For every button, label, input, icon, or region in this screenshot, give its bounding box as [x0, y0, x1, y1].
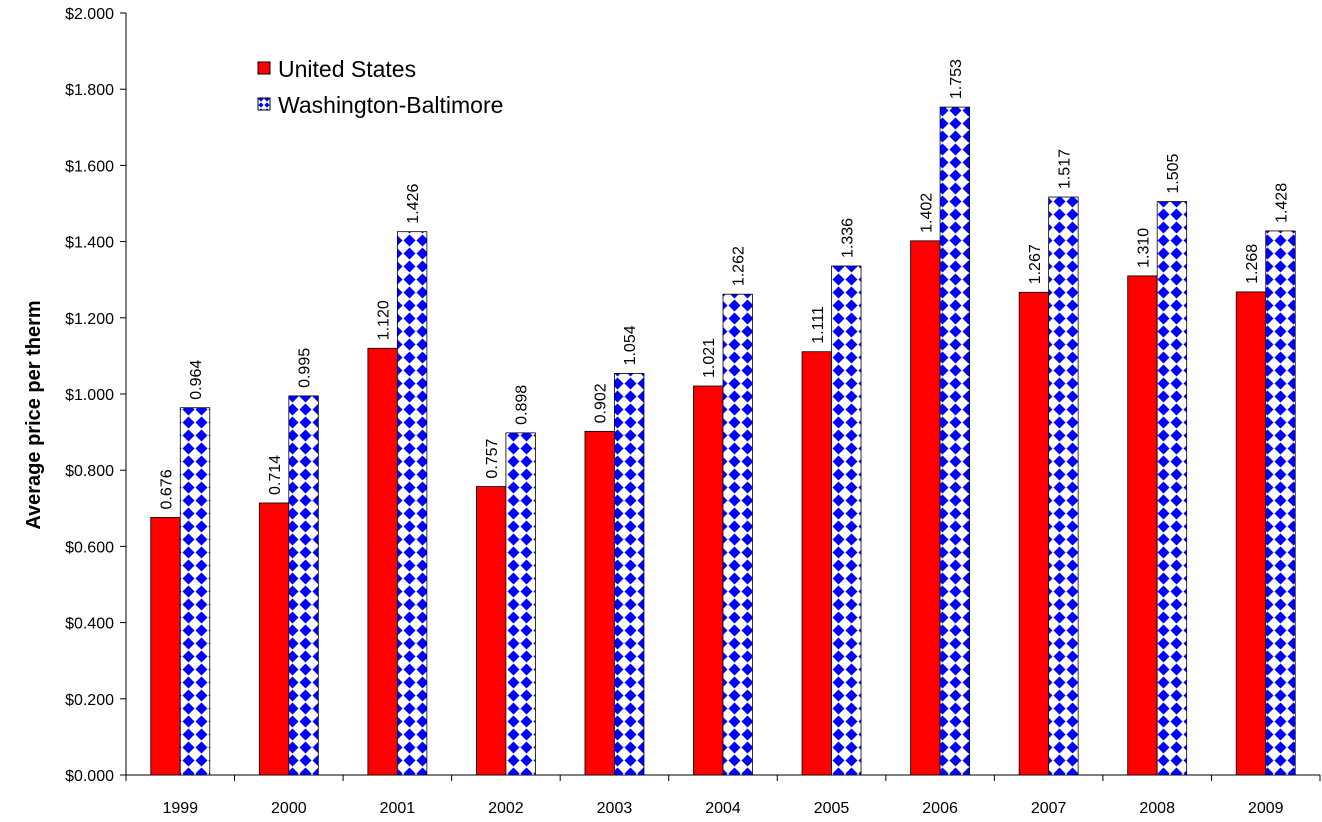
y-tick-label: $0.600 — [65, 539, 114, 556]
bar-united-states-2000 — [258, 502, 290, 776]
y-axis: $0.000 $0.200 $0.400 $0.600 $0.800 $1.000 $1.2… — [65, 6, 127, 785]
y-tick-label: $1.200 — [65, 311, 114, 328]
data-label-washington-baltimore-2007: 1.517 — [1056, 149, 1073, 189]
data-label-united-states-2004: 1.021 — [701, 338, 718, 378]
bar-washington-baltimore-2003 — [614, 373, 645, 776]
y-tick-label: $1.000 — [65, 387, 114, 404]
y-tick-label: $1.800 — [65, 82, 114, 99]
bar-united-states-2003 — [584, 430, 615, 776]
x-tick-label: 2009 — [1248, 800, 1284, 817]
bar-washington-baltimore-1999 — [179, 407, 211, 776]
x-tick-label: 2004 — [705, 800, 741, 817]
data-label-united-states-2007: 1.267 — [1027, 244, 1044, 284]
y-tick-label: $0.000 — [65, 768, 114, 785]
x-tick-label: 2000 — [271, 800, 307, 817]
bar-washington-baltimore-2000 — [288, 395, 319, 776]
data-label-washington-baltimore-2000: 0.995 — [297, 348, 314, 388]
bar-united-states-2005 — [801, 351, 832, 776]
data-label-washington-baltimore-2008: 1.505 — [1165, 153, 1182, 193]
legend-label-united-states: United States — [278, 56, 416, 82]
data-label-united-states-2009: 1.268 — [1244, 244, 1261, 284]
data-label-united-states-1999: 0.676 — [159, 469, 176, 509]
x-tick-label: 2001 — [380, 800, 416, 817]
data-label-washington-baltimore-2002: 0.898 — [514, 385, 531, 425]
x-tick-label: 2007 — [1031, 800, 1067, 817]
bar-united-states-2004 — [693, 385, 724, 776]
data-label-united-states-2001: 1.120 — [376, 300, 393, 340]
bars-group — [150, 106, 1296, 776]
y-tick-label: $0.800 — [65, 463, 114, 480]
bar-united-states-2007 — [1018, 291, 1050, 776]
bar-washington-baltimore-2006 — [939, 106, 970, 776]
x-tick-label: 2005 — [814, 800, 850, 817]
bar-united-states-2009 — [1235, 291, 1267, 776]
y-tick-label: $0.200 — [65, 692, 114, 709]
bar-united-states-2002 — [476, 486, 507, 776]
bar-united-states-2001 — [367, 347, 398, 776]
data-label-united-states-2006: 1.402 — [918, 193, 935, 233]
data-label-washington-baltimore-2004: 1.262 — [731, 246, 748, 286]
x-tick-label: 2006 — [922, 800, 958, 817]
y-tick-label: $0.400 — [65, 616, 114, 633]
x-tick-label: 2003 — [597, 800, 633, 817]
legend-swatch-washington-baltimore — [257, 97, 271, 111]
bar-united-states-1999 — [150, 517, 181, 776]
legend: United States Washington-Baltimore — [257, 56, 503, 118]
data-label-washington-baltimore-2005: 1.336 — [839, 218, 856, 258]
bar-united-states-2006 — [910, 240, 941, 776]
bar-washington-baltimore-2007 — [1048, 196, 1079, 776]
y-tick-label: $1.600 — [65, 158, 114, 175]
bar-washington-baltimore-2008 — [1156, 201, 1188, 776]
data-label-washington-baltimore-2009: 1.428 — [1273, 183, 1290, 223]
data-label-washington-baltimore-2001: 1.426 — [405, 184, 422, 224]
bar-united-states-2008 — [1127, 275, 1158, 776]
bar-washington-baltimore-2001 — [396, 231, 428, 776]
bar-washington-baltimore-2002 — [505, 432, 536, 776]
data-label-united-states-2008: 1.310 — [1135, 228, 1152, 268]
data-labels-group: 0.676 0.714 1.120 0.757 0.902 1.021 1.111 1.402… — [159, 59, 1291, 509]
legend-swatch-united-states — [257, 61, 271, 75]
x-tick-label: 1999 — [162, 800, 198, 817]
x-tick-label: 2002 — [488, 800, 524, 817]
bar-washington-baltimore-2009 — [1265, 230, 1296, 776]
x-axis: 1999 2000 2001 2002 2003 2004 2005 2006 2007 2008… — [125, 774, 1321, 817]
data-label-washington-baltimore-2003: 1.054 — [622, 325, 639, 365]
data-label-united-states-2000: 0.714 — [267, 455, 284, 495]
data-label-united-states-2003: 0.902 — [593, 383, 610, 423]
y-tick-label: $1.400 — [65, 235, 114, 252]
legend-label-washington-baltimore: Washington-Baltimore — [278, 92, 503, 118]
bar-washington-baltimore-2005 — [831, 265, 862, 776]
bar-washington-baltimore-2004 — [722, 293, 753, 776]
y-tick-label: $2.000 — [65, 6, 114, 23]
data-label-washington-baltimore-2006: 1.753 — [948, 59, 965, 99]
y-axis-title: Average price per therm — [23, 300, 45, 529]
data-label-united-states-2002: 0.757 — [484, 438, 501, 478]
data-label-washington-baltimore-1999: 0.964 — [188, 360, 205, 400]
data-label-united-states-2005: 1.111 — [810, 306, 827, 344]
x-tick-label: 2008 — [1139, 800, 1175, 817]
